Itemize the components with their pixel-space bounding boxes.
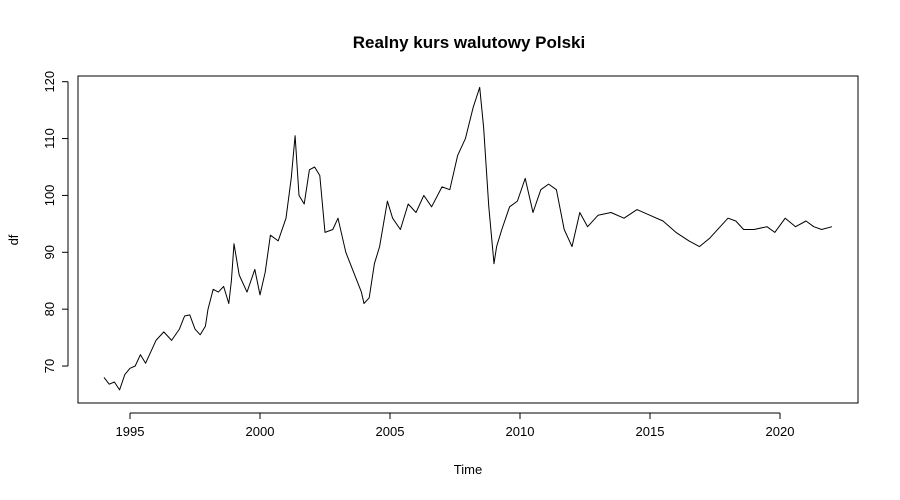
chart-title: Realny kurs walutowy Polski: [353, 33, 585, 52]
y-axis-label: df: [6, 234, 21, 245]
y-tick-label: 100: [42, 185, 57, 207]
x-tick-label: 2010: [506, 424, 535, 439]
y-tick-label: 110: [42, 128, 57, 149]
series-layer: [103, 86, 833, 391]
series-line-0: [103, 86, 833, 391]
x-axis: 1995 2000 2005 2010 2015 2020: [116, 412, 795, 439]
y-tick-label: 80: [42, 302, 57, 316]
x-tick-label: 1995: [116, 424, 145, 439]
x-tick-label: 2000: [246, 424, 275, 439]
y-tick-label: 90: [42, 245, 57, 259]
x-tick-label: 2005: [376, 424, 405, 439]
x-axis-label: Time: [454, 462, 482, 477]
plot-frame: [77, 75, 859, 404]
x-tick-label: 2020: [766, 424, 795, 439]
y-tick-label: 120: [42, 71, 57, 93]
y-tick-label: 70: [42, 359, 57, 373]
y-axis: 70 80 90 100 110 120: [42, 71, 69, 373]
x-tick-label: 2015: [636, 424, 665, 439]
